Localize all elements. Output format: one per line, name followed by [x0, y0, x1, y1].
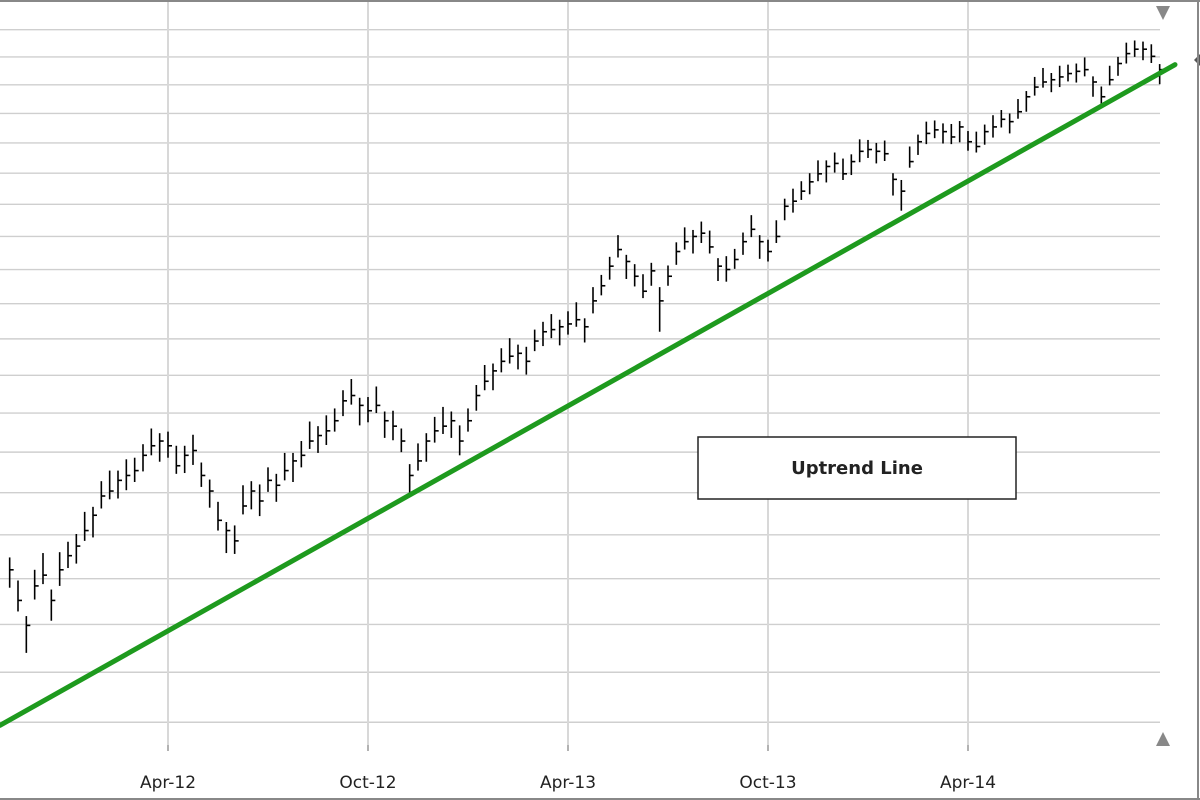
scroll-up-marker[interactable]	[1156, 6, 1170, 20]
x-tick-label: Apr-13	[540, 773, 596, 793]
x-tick-label: Apr-12	[140, 773, 196, 793]
trendline-layer	[0, 62, 1178, 728]
price-bars	[8, 40, 1164, 653]
uptrend-line	[0, 62, 1178, 728]
x-tick-label: Apr-14	[940, 773, 996, 793]
x-tick-label: Oct-12	[339, 773, 396, 793]
annotation-box	[697, 436, 1017, 500]
x-tick-label: Oct-13	[739, 773, 796, 793]
scroll-down-marker[interactable]	[1156, 732, 1170, 746]
grid	[0, 0, 1160, 745]
annotation-text: Uptrend Line	[791, 458, 923, 479]
